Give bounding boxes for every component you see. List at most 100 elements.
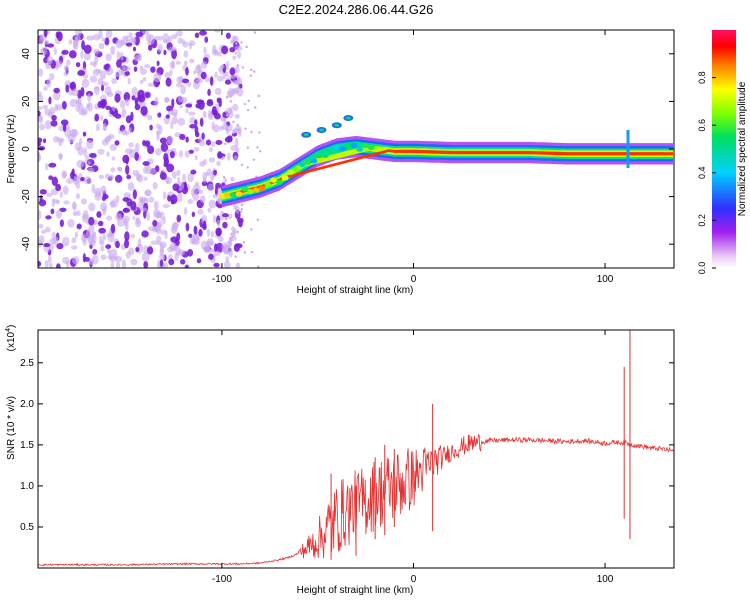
noise-point xyxy=(65,84,70,93)
noise-point xyxy=(130,111,134,122)
noise-point xyxy=(240,203,244,207)
noise-point xyxy=(242,240,246,244)
noise-point xyxy=(142,161,150,166)
noise-point xyxy=(147,82,155,87)
signal-blob xyxy=(275,179,283,185)
spur-core xyxy=(334,123,340,127)
noise-point xyxy=(182,173,187,183)
signal-blob xyxy=(339,146,347,152)
noise-point xyxy=(38,146,46,151)
noise-point xyxy=(204,76,210,83)
noise-point xyxy=(124,231,130,242)
noise-point xyxy=(198,140,206,147)
noise-point xyxy=(139,102,147,107)
noise-point xyxy=(136,174,144,183)
noise-point xyxy=(187,81,192,87)
noise-point xyxy=(102,233,107,241)
noise-point xyxy=(121,35,129,46)
noise-point xyxy=(258,131,261,134)
noise-point xyxy=(74,142,81,152)
noise-point xyxy=(231,88,240,95)
noise-point xyxy=(235,42,238,45)
noise-point xyxy=(45,192,53,197)
noise-point xyxy=(179,133,186,141)
noise-point xyxy=(239,210,243,213)
noise-point xyxy=(194,32,200,39)
spectral-spike xyxy=(626,129,630,169)
snr-x-label: Height of straight line (km) xyxy=(297,585,414,596)
snr-marks xyxy=(38,330,674,567)
signal-blob xyxy=(229,192,237,198)
noise-point xyxy=(108,174,115,181)
noise-point xyxy=(101,37,106,42)
noise-point xyxy=(169,61,176,69)
noise-point xyxy=(43,86,48,92)
noise-point xyxy=(231,226,235,232)
noise-point xyxy=(68,39,73,45)
snr-y-ticks: 0.5 1.0 1.5 2.0 2.5 xyxy=(20,358,674,533)
noise-point xyxy=(131,95,136,101)
noise-point xyxy=(49,106,56,116)
noise-point xyxy=(45,162,49,171)
noise-point xyxy=(50,208,55,215)
noise-point xyxy=(171,33,178,40)
y-tick-label: -20 xyxy=(21,189,32,204)
noise-point xyxy=(65,59,71,66)
noise-point xyxy=(69,82,75,90)
noise-point xyxy=(254,106,257,109)
noise-point xyxy=(216,219,221,227)
noise-point xyxy=(147,226,155,232)
noise-point xyxy=(174,252,179,261)
noise-point xyxy=(240,207,244,211)
noise-point xyxy=(105,30,113,39)
noise-point xyxy=(171,98,175,108)
noise-point xyxy=(51,114,57,121)
noise-point xyxy=(111,78,117,85)
noise-point xyxy=(116,50,121,60)
noise-point xyxy=(107,232,115,243)
noise-point xyxy=(149,168,157,174)
noise-point xyxy=(150,66,156,73)
noise-point xyxy=(250,250,254,254)
noise-point xyxy=(58,153,63,161)
noise-point xyxy=(104,173,110,180)
y-tick-label: -40 xyxy=(21,237,32,252)
noise-point xyxy=(44,40,50,45)
signal-blob xyxy=(293,166,301,173)
noise-point xyxy=(200,61,208,69)
noise-point xyxy=(245,45,248,49)
noise-point xyxy=(109,248,118,256)
noise-point xyxy=(43,138,47,144)
noise-point xyxy=(257,265,260,268)
noise-point xyxy=(93,48,100,55)
noise-point xyxy=(183,50,189,58)
noise-point xyxy=(230,80,233,83)
noise-point xyxy=(103,64,109,71)
noise-point xyxy=(48,162,57,168)
noise-point xyxy=(144,91,151,99)
noise-point xyxy=(94,113,100,122)
noise-point xyxy=(83,44,92,54)
noise-point xyxy=(130,36,137,43)
colorbar-ticks: 0.0 0.2 0.4 0.6 0.8 xyxy=(697,71,716,274)
noise-point xyxy=(208,199,217,209)
noise-point xyxy=(120,51,124,61)
signal-blob xyxy=(258,185,266,191)
noise-point xyxy=(193,146,200,152)
noise-point xyxy=(204,36,209,43)
noise-point xyxy=(212,194,219,199)
noise-point xyxy=(88,216,95,226)
noise-point xyxy=(44,120,52,130)
noise-point xyxy=(253,31,257,34)
noise-point xyxy=(197,209,204,216)
noise-point xyxy=(105,105,112,110)
noise-point xyxy=(52,198,60,204)
noise-point xyxy=(97,100,103,108)
noise-point xyxy=(114,174,123,183)
noise-point xyxy=(117,167,123,173)
noise-point xyxy=(169,242,177,251)
noise-point xyxy=(102,122,107,132)
noise-point xyxy=(56,104,63,111)
noise-point xyxy=(190,169,197,175)
noise-point xyxy=(116,59,122,68)
